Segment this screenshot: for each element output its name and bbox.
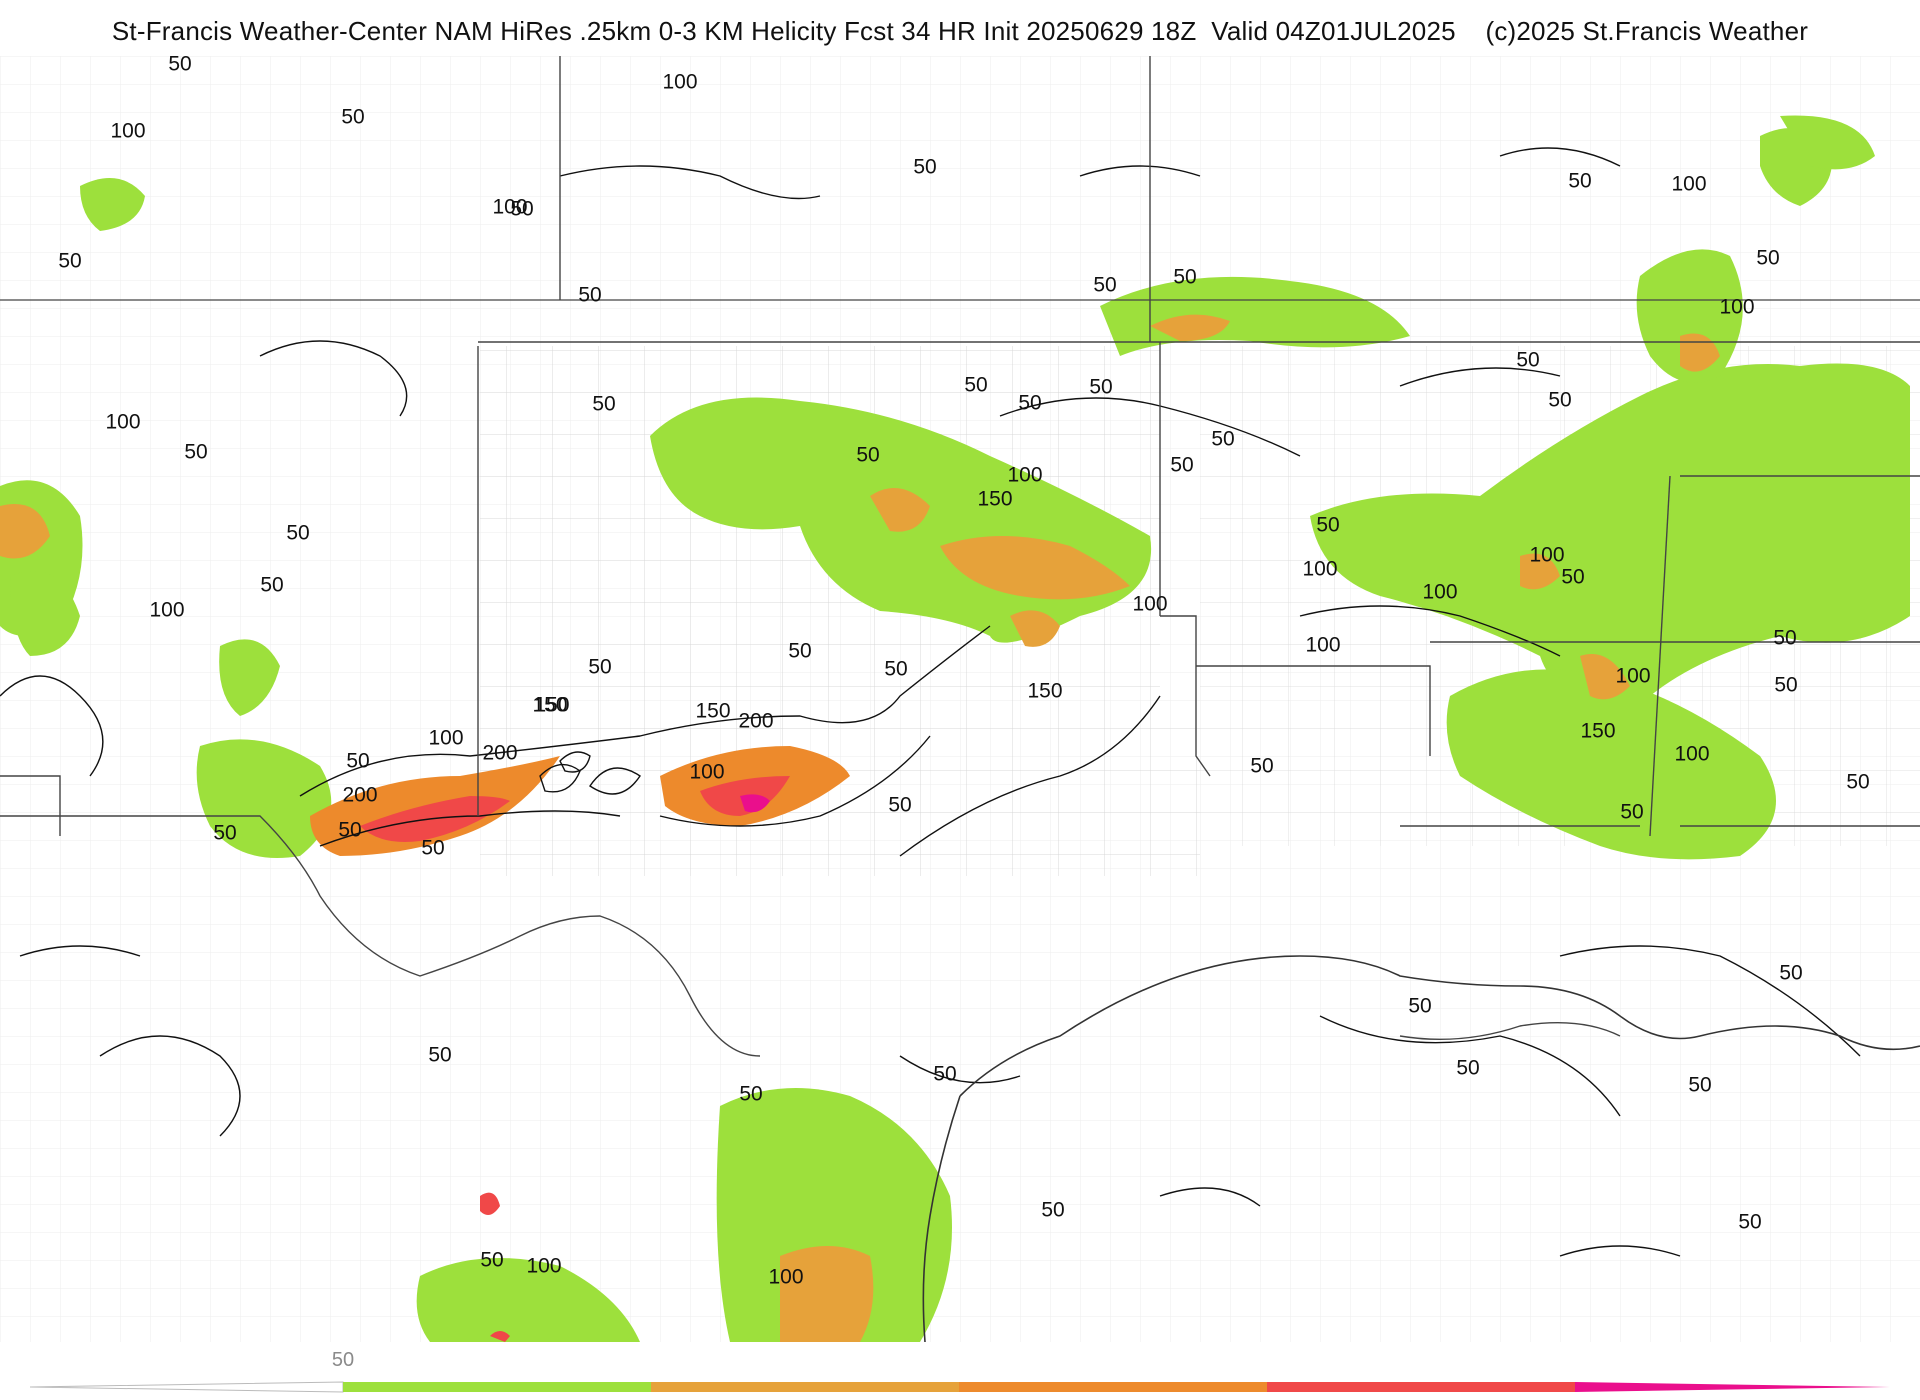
contour-label-150: 150	[534, 694, 569, 717]
contour-label-50: 50	[428, 1044, 451, 1067]
contour-label-100: 100	[1302, 558, 1337, 581]
contour-label-50: 50	[913, 156, 936, 179]
contour-label-50: 50	[1211, 428, 1234, 451]
contour-label-100: 100	[1132, 593, 1167, 616]
contour-label-50: 50	[1779, 962, 1802, 985]
contour-label-100: 100	[689, 761, 724, 784]
contour-label-50: 50	[338, 819, 361, 842]
contour-label-50: 50	[592, 393, 615, 416]
contour-label-50: 50	[788, 640, 811, 663]
contour-label-50: 50	[1516, 349, 1539, 372]
contour-label-100: 100	[662, 71, 697, 94]
contour-label-50: 50	[1456, 1057, 1479, 1080]
contour-label-50: 50	[1688, 1074, 1711, 1097]
contour-label-50: 50	[480, 1249, 503, 1272]
contour-label-50: 50	[1089, 376, 1112, 399]
map-header: St-Francis Weather-Center NAM HiRes .25k…	[0, 0, 1920, 56]
contour-label-50: 50	[168, 56, 191, 76]
contour-label-150: 150	[1027, 680, 1062, 703]
legend-label-50: 50	[332, 1349, 354, 1371]
contour-label-50: 50	[856, 444, 879, 467]
contour-label-50: 50	[184, 441, 207, 464]
contour-label-50: 50	[588, 656, 611, 679]
legend-arrow-low	[29, 1381, 344, 1393]
contour-label-50: 50	[933, 1063, 956, 1086]
contour-label-150: 150	[695, 700, 730, 723]
map-canvas[interactable]: 50 50 100 50 100 50 50 100 50 50 50 100 50 100 50 150 50…	[0, 56, 1920, 1342]
contour-label-100: 100	[492, 196, 527, 219]
contour-label-100: 100	[1674, 743, 1709, 766]
contour-label-100: 100	[1719, 296, 1754, 319]
contour-label-50: 50	[1568, 170, 1591, 193]
legend-arrow-high	[1575, 1382, 1890, 1392]
contour-label-50: 50	[1173, 266, 1196, 289]
contour-label-50: 50	[1170, 454, 1193, 477]
contour-label-50: 50	[260, 574, 283, 597]
contour-label-200: 200	[342, 784, 377, 807]
contour-label-100: 100	[1305, 634, 1340, 657]
contour-label-200: 200	[482, 742, 517, 765]
state-borders	[0, 56, 1920, 1057]
contour-label-50: 50	[341, 106, 364, 129]
contour-label-50: 50	[578, 284, 601, 307]
contour-label-50: 50	[1846, 771, 1869, 794]
contour-label-100: 100	[1007, 464, 1042, 487]
legend-bin-red	[1267, 1382, 1575, 1392]
contour-label-50: 50	[286, 522, 309, 545]
contour-label-200: 200	[738, 710, 773, 733]
contour-label-50: 50	[346, 750, 369, 773]
contour-label-50: 50	[1018, 392, 1041, 415]
legend-bin-orange	[959, 1382, 1267, 1392]
contour-label-100: 100	[768, 1266, 803, 1289]
contour-label-50: 50	[1620, 801, 1643, 824]
contour-label-50: 50	[1756, 247, 1779, 270]
contour-label-50: 50	[1561, 566, 1584, 589]
contour-label-100: 100	[110, 120, 145, 143]
contour-label-50: 50	[1408, 995, 1431, 1018]
contour-label-150: 150	[977, 488, 1012, 511]
contour-label-150: 150	[1580, 720, 1615, 743]
contour-label-150: 150	[532, 694, 567, 717]
legend-bar: 50	[29, 1349, 1890, 1393]
map-title: St-Francis Weather-Center NAM HiRes .25k…	[111, 16, 1809, 46]
contour-label-100: 100	[105, 411, 140, 434]
coastline	[922, 955, 1920, 1342]
color-legend: 50	[0, 1342, 1920, 1400]
contour-label-100: 100	[1529, 544, 1564, 567]
contour-label-50: 50	[421, 837, 444, 860]
legend-bin-orange-light	[651, 1382, 959, 1392]
legend-bin-green	[343, 1382, 651, 1392]
contour-label-50: 50	[1738, 1211, 1761, 1234]
contour-label-50: 50	[1548, 389, 1571, 412]
contour-label-50: 50	[213, 822, 236, 845]
contour-labels: 50 50 100 50 100 50 50 100 50 50 50 100 50 100 50 150 50…	[58, 56, 1869, 1289]
contour-label-100: 100	[428, 727, 463, 750]
contour-label-50: 50	[58, 250, 81, 273]
contour-label-50: 50	[964, 374, 987, 397]
contour-label-50: 50	[1041, 1199, 1064, 1222]
contour-label-100: 100	[1422, 581, 1457, 604]
helicity-map[interactable]: 50 50 100 50 100 50 50 100 50 50 50 100 50 100 50 150 50…	[0, 56, 1920, 1342]
contour-label-50: 50	[739, 1083, 762, 1106]
contour-label-50: 50	[888, 794, 911, 817]
contour-label-100: 100	[1615, 665, 1650, 688]
contour-label-100: 100	[1671, 173, 1706, 196]
contour-label-50: 50	[1316, 514, 1339, 537]
helicity-orange-light-areas	[0, 314, 1720, 1342]
contour-label-50: 50	[884, 658, 907, 681]
contour-label-50: 50	[1773, 627, 1796, 650]
contour-label-50: 50	[1250, 755, 1273, 778]
contour-label-50: 50	[1774, 674, 1797, 697]
contour-label-50: 50	[510, 198, 533, 221]
contour-label-100: 100	[526, 1255, 561, 1278]
contour-label-50: 50	[1093, 274, 1116, 297]
contour-label-100: 100	[149, 599, 184, 622]
